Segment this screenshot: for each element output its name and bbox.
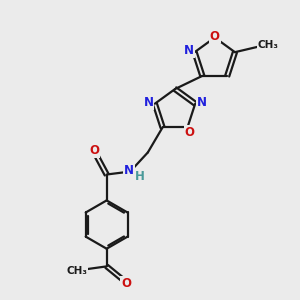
Text: CH₃: CH₃ xyxy=(66,266,87,276)
Text: N: N xyxy=(197,96,207,109)
Text: N: N xyxy=(184,44,194,57)
Text: O: O xyxy=(210,29,220,43)
Text: O: O xyxy=(122,277,131,290)
Text: CH₃: CH₃ xyxy=(258,40,279,50)
Text: H: H xyxy=(135,170,145,183)
Text: N: N xyxy=(124,164,134,177)
Text: N: N xyxy=(143,96,153,109)
Text: O: O xyxy=(185,126,195,139)
Text: O: O xyxy=(89,145,99,158)
